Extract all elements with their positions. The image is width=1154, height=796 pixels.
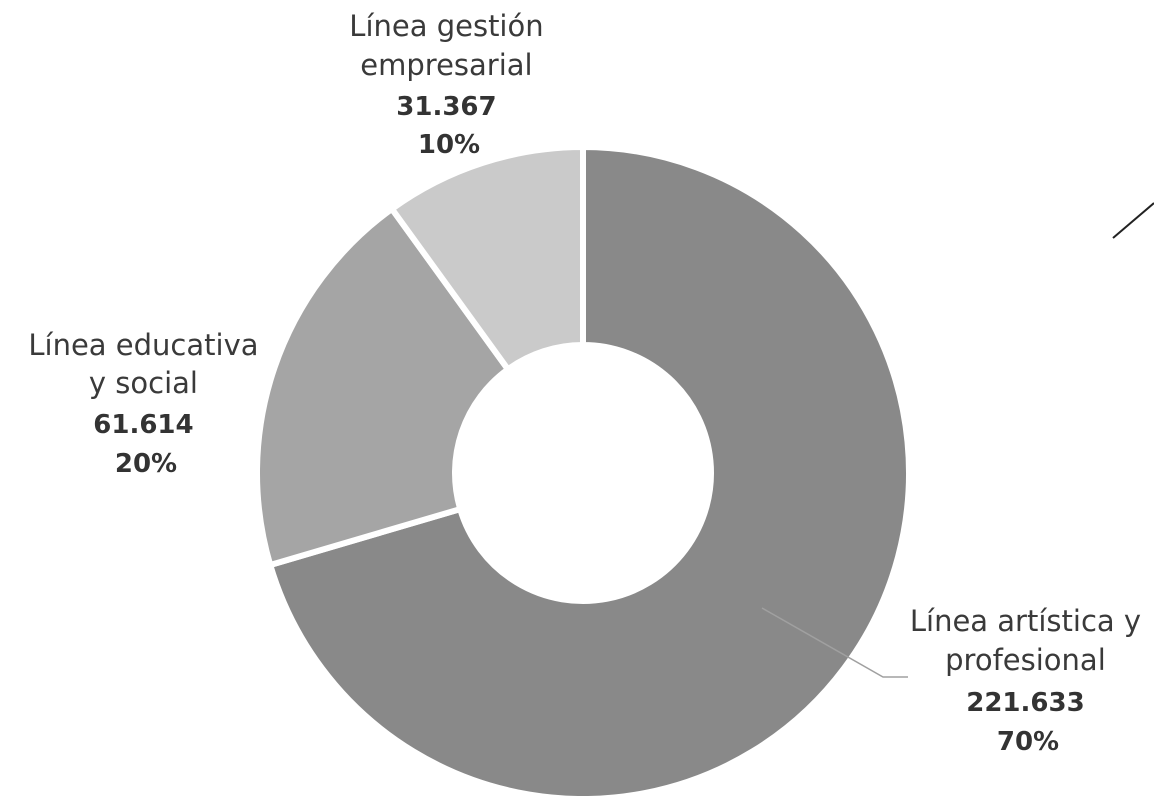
donut-slices (254, 144, 912, 796)
slice-artistica (267, 144, 912, 796)
slice-label-artistica: Línea artística y profesional 221.633 70… (910, 604, 1146, 757)
slice-value: 221.633 (966, 688, 1084, 718)
slice-label-gestion: Línea gestión empresarial 31.367 10% (349, 9, 548, 160)
slice-percent: 10% (418, 130, 480, 160)
decorative-line (1112, 202, 1154, 239)
slice-educativa (254, 205, 511, 569)
slice-name-line-2: y social (89, 366, 198, 400)
slice-name-line-1: Línea gestión (349, 9, 543, 43)
leader-line (761, 607, 908, 678)
slice-percent: 70% (997, 727, 1059, 757)
slice-percent: 20% (115, 449, 177, 479)
slice-gestion (388, 144, 586, 373)
slice-name-line-1: Línea educativa (28, 328, 258, 362)
slice-name-line-1: Línea artística y (910, 604, 1141, 638)
slice-value: 31.367 (396, 92, 496, 122)
slice-label-educativa: Línea educativa y social 61.614 20% (28, 328, 263, 479)
slice-value: 61.614 (93, 410, 193, 440)
slice-name-line-2: empresarial (360, 48, 532, 82)
slice-name-line-2: profesional (945, 643, 1106, 677)
